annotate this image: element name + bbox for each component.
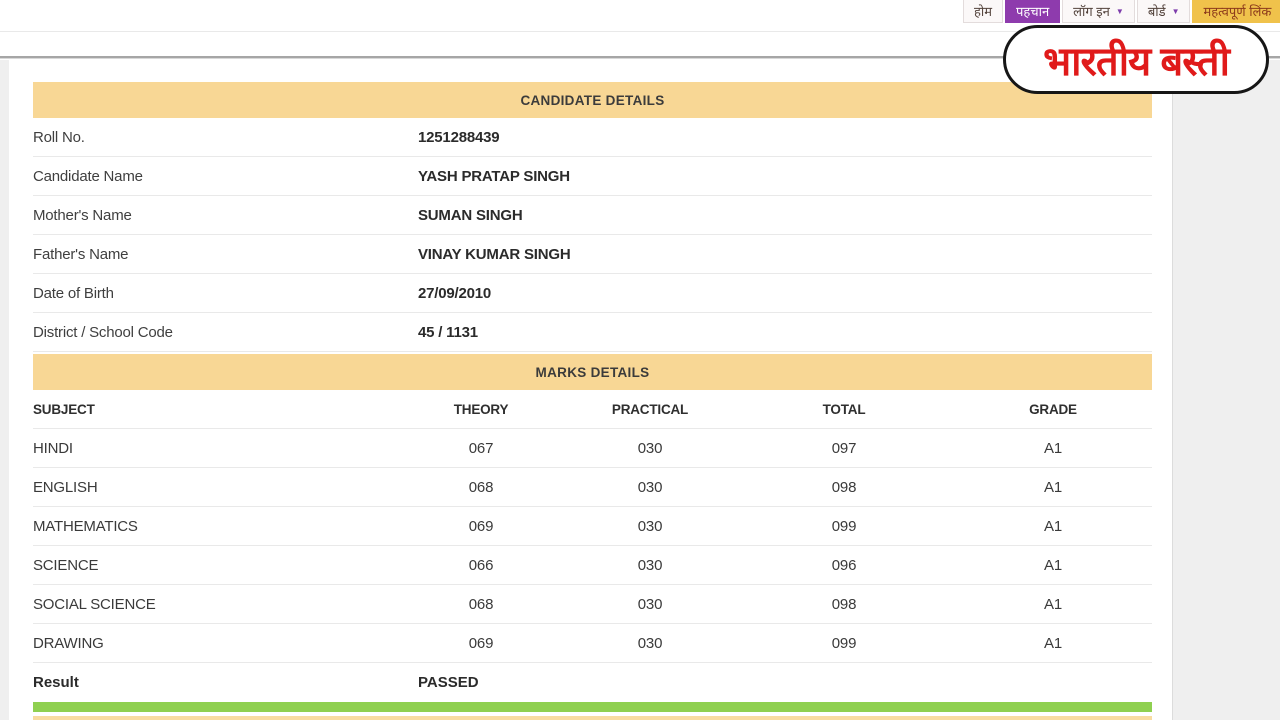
nav-item-board[interactable]: बोर्ड ▼ bbox=[1136, 0, 1191, 23]
green-status-bar bbox=[33, 702, 1152, 712]
marks-table-header-row: SUBJECT THEORY PRACTICAL TOTAL GRADE bbox=[33, 390, 1152, 429]
total-cell: 099 bbox=[831, 517, 857, 535]
total-cell: 098 bbox=[831, 595, 857, 613]
grade-cell: A1 bbox=[1044, 595, 1062, 613]
chevron-down-icon: ▼ bbox=[1115, 6, 1124, 16]
result-label: Result bbox=[33, 673, 79, 691]
theory-cell: 068 bbox=[468, 478, 494, 496]
nav-item-label: बोर्ड bbox=[1147, 4, 1166, 19]
result-value: PASSED bbox=[418, 673, 479, 691]
top-navigation: होम पहचान लॉग इन ▼ बोर्ड ▼ महत्वपूर्ण लि… bbox=[963, 0, 1280, 23]
table-row: MATHEMATICS 069 030 099 A1 bbox=[33, 507, 1152, 546]
grade-cell: A1 bbox=[1044, 517, 1062, 535]
nav-item-home[interactable]: होम bbox=[963, 0, 1004, 23]
nav-item-label: महत्वपूर्ण लिंक bbox=[1203, 4, 1272, 19]
bottom-orange-bar bbox=[33, 716, 1152, 720]
row-value: 45 / 1131 bbox=[418, 323, 478, 341]
nav-item-login[interactable]: लॉग इन ▼ bbox=[1062, 0, 1135, 23]
bhartiya-basti-logo: भारतीय बस्ती bbox=[1003, 25, 1269, 94]
row-value: 27/09/2010 bbox=[418, 284, 492, 302]
theory-cell: 069 bbox=[468, 634, 494, 652]
total-cell: 098 bbox=[831, 478, 857, 496]
practical-cell: 030 bbox=[637, 478, 663, 496]
theory-cell: 066 bbox=[468, 556, 494, 574]
logo-text: भारतीय बस्ती bbox=[1043, 40, 1230, 84]
nav-item-pehchan[interactable]: पहचान bbox=[1005, 0, 1061, 23]
table-row: DRAWING 069 030 099 A1 bbox=[33, 624, 1152, 663]
row-label: Candidate Name bbox=[33, 167, 143, 185]
table-row: ENGLISH 068 030 098 A1 bbox=[33, 468, 1152, 507]
result-row: Result PASSED bbox=[33, 663, 1152, 701]
row-label: District / School Code bbox=[33, 323, 173, 341]
row-label: Date of Birth bbox=[33, 284, 114, 302]
column-header: SUBJECT bbox=[33, 401, 95, 417]
page-divider-bar bbox=[0, 56, 1280, 59]
table-row: SOCIAL SCIENCE 068 030 098 A1 bbox=[33, 585, 1152, 624]
grade-cell: A1 bbox=[1044, 634, 1062, 652]
practical-cell: 030 bbox=[637, 634, 663, 652]
nav-item-important-links[interactable]: महत्वपूर्ण लिंक bbox=[1192, 0, 1280, 23]
table-row: District / School Code 45 / 1131 bbox=[33, 313, 1152, 352]
grade-cell: A1 bbox=[1044, 478, 1062, 496]
subject-cell: ENGLISH bbox=[33, 478, 98, 496]
column-header: TOTAL bbox=[822, 401, 866, 417]
section-title: CANDIDATE DETAILS bbox=[520, 92, 665, 108]
row-value: SUMAN SINGH bbox=[418, 206, 523, 224]
table-row: Roll No. 1251288439 bbox=[33, 118, 1152, 157]
total-cell: 096 bbox=[831, 556, 857, 574]
subject-cell: DRAWING bbox=[33, 634, 104, 652]
practical-cell: 030 bbox=[637, 595, 663, 613]
result-card: CANDIDATE DETAILS Roll No. 1251288439 Ca… bbox=[9, 60, 1173, 720]
row-label: Mother's Name bbox=[33, 206, 132, 224]
chevron-down-icon: ▼ bbox=[1171, 6, 1180, 16]
practical-cell: 030 bbox=[637, 556, 663, 574]
table-row: HINDI 067 030 097 A1 bbox=[33, 429, 1152, 468]
grade-cell: A1 bbox=[1044, 439, 1062, 457]
column-header: PRACTICAL bbox=[611, 401, 689, 417]
subject-cell: HINDI bbox=[33, 439, 73, 457]
table-row: Candidate Name YASH PRATAP SINGH bbox=[33, 157, 1152, 196]
theory-cell: 068 bbox=[468, 595, 494, 613]
nav-item-label: लॉग इन bbox=[1073, 4, 1110, 19]
row-label: Roll No. bbox=[33, 128, 85, 146]
grade-cell: A1 bbox=[1044, 556, 1062, 574]
table-row: SCIENCE 066 030 096 A1 bbox=[33, 546, 1152, 585]
column-header: GRADE bbox=[1029, 401, 1077, 417]
section-title: MARKS DETAILS bbox=[535, 364, 650, 380]
nav-item-label: होम bbox=[974, 4, 993, 19]
table-row: Mother's Name SUMAN SINGH bbox=[33, 196, 1152, 235]
practical-cell: 030 bbox=[637, 517, 663, 535]
row-value: VINAY KUMAR SINGH bbox=[418, 245, 571, 263]
nav-item-label: पहचान bbox=[1016, 4, 1050, 19]
subject-cell: MATHEMATICS bbox=[33, 517, 138, 535]
theory-cell: 069 bbox=[468, 517, 494, 535]
theory-cell: 067 bbox=[468, 439, 494, 457]
header-separator-line bbox=[0, 31, 1280, 32]
marks-details-header: MARKS DETAILS bbox=[33, 354, 1152, 390]
row-label: Father's Name bbox=[33, 245, 129, 263]
total-cell: 099 bbox=[831, 634, 857, 652]
subject-cell: SOCIAL SCIENCE bbox=[33, 595, 156, 613]
total-cell: 097 bbox=[831, 439, 857, 457]
row-value: YASH PRATAP SINGH bbox=[418, 167, 570, 185]
row-value: 1251288439 bbox=[418, 128, 500, 146]
practical-cell: 030 bbox=[637, 439, 663, 457]
table-row: Date of Birth 27/09/2010 bbox=[33, 274, 1152, 313]
column-header: THEORY bbox=[453, 401, 509, 417]
candidate-details-header: CANDIDATE DETAILS bbox=[33, 82, 1152, 118]
table-row: Father's Name VINAY KUMAR SINGH bbox=[33, 235, 1152, 274]
subject-cell: SCIENCE bbox=[33, 556, 99, 574]
